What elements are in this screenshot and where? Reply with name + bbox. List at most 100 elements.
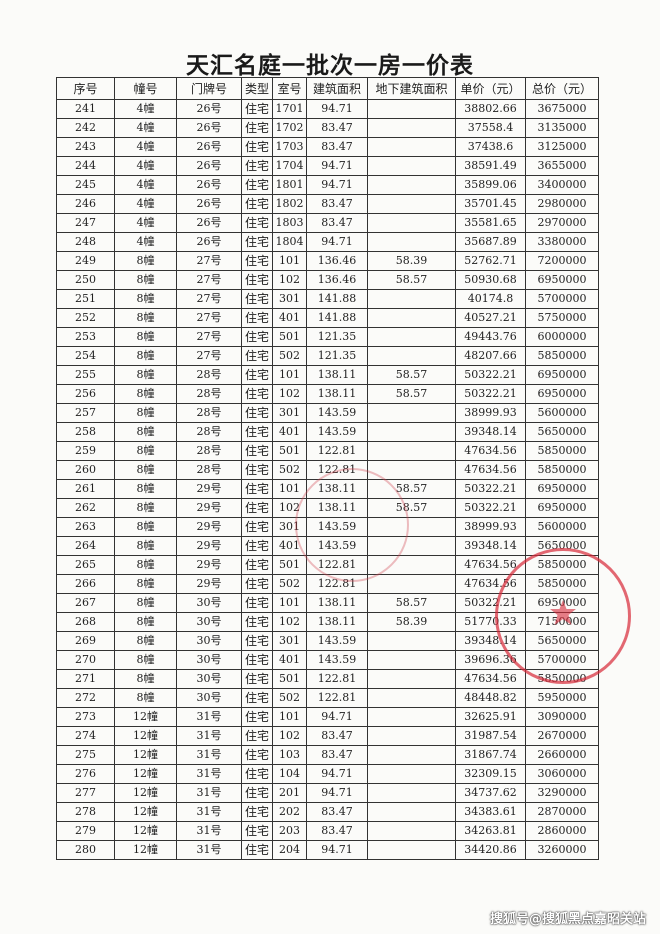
- cell-unit-price: 35701.45: [455, 194, 526, 214]
- cell-room: 1701: [272, 99, 307, 119]
- cell-total-price: 3400000: [525, 175, 599, 195]
- cell-door-no: 26号: [176, 118, 242, 138]
- cell-basement-area: [367, 99, 456, 119]
- table-row: 264 8幢 29号 住宅 401 143.59 39348.14 5650000: [56, 536, 599, 556]
- cell-building: 12幢: [114, 726, 177, 746]
- cell-unit-price: 50930.68: [455, 270, 526, 290]
- cell-building: 8幢: [114, 289, 177, 309]
- cell-room: 501: [272, 327, 307, 347]
- cell-floor-area: 83.47: [306, 745, 368, 765]
- cell-unit-price: 47634.56: [455, 669, 526, 689]
- cell-building: 12幢: [114, 707, 177, 727]
- cell-type: 住宅: [241, 669, 273, 689]
- cell-total-price: 2870000: [525, 802, 599, 822]
- cell-door-no: 26号: [176, 232, 242, 252]
- cell-room: 401: [272, 536, 307, 556]
- cell-total-price: 5950000: [525, 688, 599, 708]
- cell-type: 住宅: [241, 783, 273, 803]
- cell-unit-price: 48207.66: [455, 346, 526, 366]
- cell-unit-price: 34263.81: [455, 821, 526, 841]
- table-row: 243 4幢 26号 住宅 1703 83.47 37438.6 3125000: [56, 137, 599, 157]
- cell-floor-area: 83.47: [306, 194, 368, 214]
- cell-door-no: 28号: [176, 365, 242, 385]
- cell-room: 502: [272, 574, 307, 594]
- header-row: 序号 幢号 门牌号 类型 室号 建筑面积 地下建筑面积 单价（元） 总价（元）: [56, 77, 599, 100]
- table-row: 260 8幢 28号 住宅 502 122.81 47634.56 5850000: [56, 460, 599, 480]
- cell-room: 401: [272, 308, 307, 328]
- cell-seq: 265: [56, 555, 115, 575]
- cell-seq: 268: [56, 612, 115, 632]
- cell-basement-area: 58.57: [367, 479, 456, 499]
- cell-floor-area: 143.59: [306, 422, 368, 442]
- column-header-total-price: 总价（元）: [525, 77, 599, 100]
- table-row: 256 8幢 28号 住宅 102 138.11 58.57 50322.21 6950000: [56, 384, 599, 404]
- cell-basement-area: [367, 175, 456, 195]
- cell-door-no: 29号: [176, 479, 242, 499]
- table-row: 277 12幢 31号 住宅 201 94.71 34737.62 3290000: [56, 783, 599, 803]
- table-row: 242 4幢 26号 住宅 1702 83.47 37558.4 3135000: [56, 118, 599, 138]
- cell-type: 住宅: [241, 726, 273, 746]
- cell-room: 102: [272, 726, 307, 746]
- cell-door-no: 26号: [176, 213, 242, 233]
- cell-basement-area: [367, 156, 456, 176]
- cell-seq: 258: [56, 422, 115, 442]
- cell-total-price: 3260000: [525, 840, 599, 860]
- cell-floor-area: 121.35: [306, 346, 368, 366]
- table-row: 241 4幢 26号 住宅 1701 94.71 38802.66 3675000: [56, 99, 599, 119]
- cell-floor-area: 138.11: [306, 612, 368, 632]
- cell-unit-price: 50322.21: [455, 593, 526, 613]
- cell-room: 102: [272, 384, 307, 404]
- cell-unit-price: 38802.66: [455, 99, 526, 119]
- cell-building: 8幢: [114, 650, 177, 670]
- cell-total-price: 2970000: [525, 213, 599, 233]
- cell-floor-area: 136.46: [306, 251, 368, 271]
- cell-type: 住宅: [241, 688, 273, 708]
- column-header-seq: 序号: [56, 77, 115, 100]
- cell-door-no: 30号: [176, 669, 242, 689]
- cell-floor-area: 143.59: [306, 631, 368, 651]
- table-row: 251 8幢 27号 住宅 301 141.88 40174.8 5700000: [56, 289, 599, 309]
- cell-type: 住宅: [241, 745, 273, 765]
- cell-total-price: 5650000: [525, 422, 599, 442]
- cell-unit-price: 49443.76: [455, 327, 526, 347]
- table-row: 272 8幢 30号 住宅 502 122.81 48448.82 5950000: [56, 688, 599, 708]
- cell-floor-area: 94.71: [306, 99, 368, 119]
- cell-unit-price: 39348.14: [455, 422, 526, 442]
- cell-building: 8幢: [114, 251, 177, 271]
- cell-door-no: 29号: [176, 498, 242, 518]
- cell-basement-area: 58.57: [367, 270, 456, 290]
- cell-type: 住宅: [241, 593, 273, 613]
- cell-building: 8幢: [114, 593, 177, 613]
- cell-building: 8幢: [114, 517, 177, 537]
- cell-door-no: 27号: [176, 308, 242, 328]
- cell-basement-area: 58.57: [367, 593, 456, 613]
- cell-unit-price: 50322.21: [455, 479, 526, 499]
- cell-floor-area: 141.88: [306, 289, 368, 309]
- cell-building: 8幢: [114, 460, 177, 480]
- cell-door-no: 28号: [176, 460, 242, 480]
- cell-basement-area: [367, 194, 456, 214]
- cell-total-price: 6950000: [525, 365, 599, 385]
- cell-floor-area: 136.46: [306, 270, 368, 290]
- cell-total-price: 6950000: [525, 270, 599, 290]
- cell-type: 住宅: [241, 327, 273, 347]
- cell-seq: 256: [56, 384, 115, 404]
- table-row: 273 12幢 31号 住宅 101 94.71 32625.91 3090000: [56, 707, 599, 727]
- cell-unit-price: 40527.21: [455, 308, 526, 328]
- cell-room: 1703: [272, 137, 307, 157]
- cell-seq: 272: [56, 688, 115, 708]
- cell-seq: 278: [56, 802, 115, 822]
- cell-total-price: 2660000: [525, 745, 599, 765]
- cell-total-price: 5850000: [525, 574, 599, 594]
- cell-unit-price: 39348.14: [455, 631, 526, 651]
- cell-building: 12幢: [114, 802, 177, 822]
- cell-floor-area: 94.71: [306, 840, 368, 860]
- cell-floor-area: 138.11: [306, 498, 368, 518]
- cell-seq: 262: [56, 498, 115, 518]
- cell-room: 502: [272, 460, 307, 480]
- cell-door-no: 30号: [176, 688, 242, 708]
- cell-type: 住宅: [241, 802, 273, 822]
- cell-basement-area: [367, 346, 456, 366]
- cell-unit-price: 35899.06: [455, 175, 526, 195]
- cell-room: 301: [272, 631, 307, 651]
